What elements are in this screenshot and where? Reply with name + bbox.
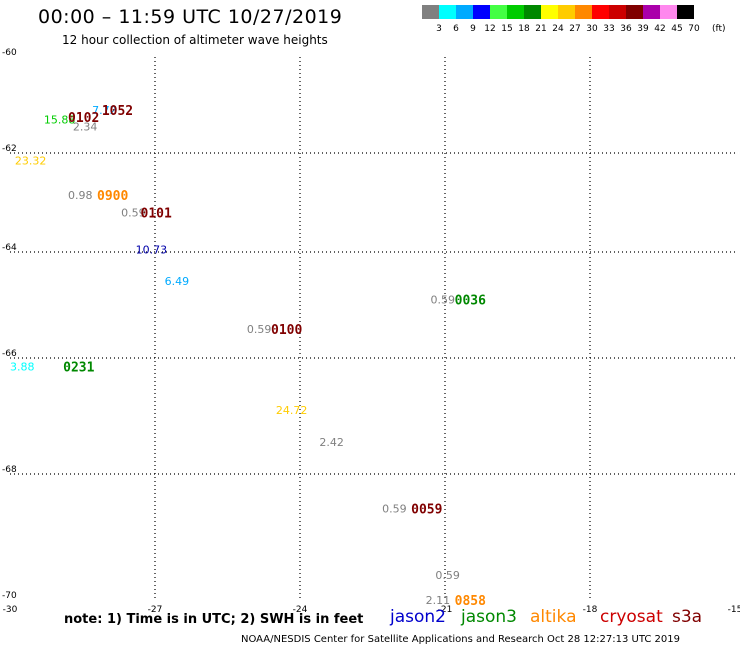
x-tick-label: -27 — [148, 605, 163, 615]
y-tick-label: -60 — [2, 48, 17, 58]
legend-swatch — [524, 5, 541, 19]
time-label: 0231 — [63, 361, 94, 376]
wave-height-label: 0.59 — [121, 206, 145, 219]
wave-height-label: 24.72 — [276, 404, 308, 417]
legend-swatch — [643, 5, 660, 19]
legend-tick: 21 — [535, 24, 547, 34]
legend-swatch — [558, 5, 575, 19]
legend-tick: 33 — [603, 24, 615, 34]
legend-swatch — [473, 5, 490, 19]
legend-unit: (ft) — [712, 24, 726, 34]
legend-tick: 45 — [671, 24, 683, 34]
legend-tick: 70 — [688, 24, 700, 34]
legend-swatch — [490, 5, 507, 19]
wave-height-label: 2.42 — [319, 436, 344, 449]
legend-tick: 27 — [569, 24, 581, 34]
x-tick-label: -18 — [583, 605, 598, 615]
footer-credit: NOAA/NESDIS Center for Satellite Applica… — [241, 634, 680, 645]
wave-height-label: 7.72 — [92, 104, 117, 117]
legend-swatch — [541, 5, 558, 19]
legend-tick: 36 — [620, 24, 632, 34]
wave-height-label: 0.59 — [382, 503, 407, 516]
legend-swatch — [439, 5, 456, 19]
time-label: 1052 — [102, 104, 133, 119]
y-tick-label: -64 — [2, 243, 17, 253]
legend-tick: 12 — [484, 24, 496, 34]
legend-swatch — [507, 5, 524, 19]
satellite-s3a: s3a — [672, 607, 703, 627]
wave-height-label: 15.88 — [44, 113, 75, 126]
legend-swatch — [456, 5, 473, 19]
time-label: 0858 — [455, 594, 486, 609]
wave-height-label: 6.49 — [165, 275, 190, 288]
legend-swatch — [575, 5, 592, 19]
legend-swatch — [592, 5, 609, 19]
wave-height-label: 2.11 — [426, 594, 451, 607]
y-tick-label: -70 — [2, 591, 17, 601]
wave-height-label: 23.32 — [15, 154, 47, 167]
legend-swatch — [626, 5, 643, 19]
time-label: 0059 — [411, 503, 442, 518]
page-subtitle: 12 hour collection of altimeter wave hei… — [62, 33, 328, 47]
legend-tick: 24 — [552, 24, 564, 34]
wave-height-label: 0.59 — [435, 569, 460, 582]
x-tick-label: -21 — [438, 605, 453, 615]
page-title: 00:00 – 11:59 UTC 10/27/2019 — [38, 6, 343, 28]
y-tick-label: -66 — [2, 349, 17, 359]
time-label: 0101 — [141, 206, 172, 221]
legend-swatch — [677, 5, 694, 19]
wave-height-label: 0.59 — [431, 294, 456, 307]
y-tick-label: -62 — [2, 144, 17, 154]
satellite-jason3: jason3 — [461, 607, 517, 627]
legend-swatch — [660, 5, 677, 19]
time-label: 0100 — [271, 323, 302, 338]
x-tick-label: -30 — [3, 605, 18, 615]
wave-height-label: 10.73 — [136, 244, 168, 257]
legend-tick: 3 — [436, 24, 442, 34]
legend-tick: 18 — [518, 24, 530, 34]
legend-tick: 6 — [453, 24, 459, 34]
satellite-altika: altika — [530, 607, 577, 627]
x-tick-label: -15 — [728, 605, 740, 615]
wave-height-label: 0.59 — [247, 323, 271, 336]
x-tick-label: -24 — [293, 605, 308, 615]
legend-tick: 39 — [637, 24, 649, 34]
legend-tick: 15 — [501, 24, 513, 34]
satellite-cryosat: cryosat — [600, 607, 663, 627]
wave-height-label: 2.34 — [73, 121, 98, 134]
legend-tick: 30 — [586, 24, 598, 34]
satellite-jason2: jason2 — [390, 607, 446, 627]
wave-height-label: 3.88 — [10, 361, 35, 374]
legend-tick: 42 — [654, 24, 666, 34]
legend-tick: 9 — [470, 24, 476, 34]
time-label: 0900 — [97, 189, 128, 204]
wave-height-label: 0.98 — [68, 189, 93, 202]
y-tick-label: -68 — [2, 465, 17, 475]
time-label: 0036 — [455, 294, 486, 309]
legend-swatch — [609, 5, 626, 19]
legend-swatch — [422, 5, 439, 19]
footer-note: note: 1) Time is in UTC; 2) SWH is in fe… — [64, 612, 364, 627]
time-label: 0102 — [68, 111, 99, 126]
